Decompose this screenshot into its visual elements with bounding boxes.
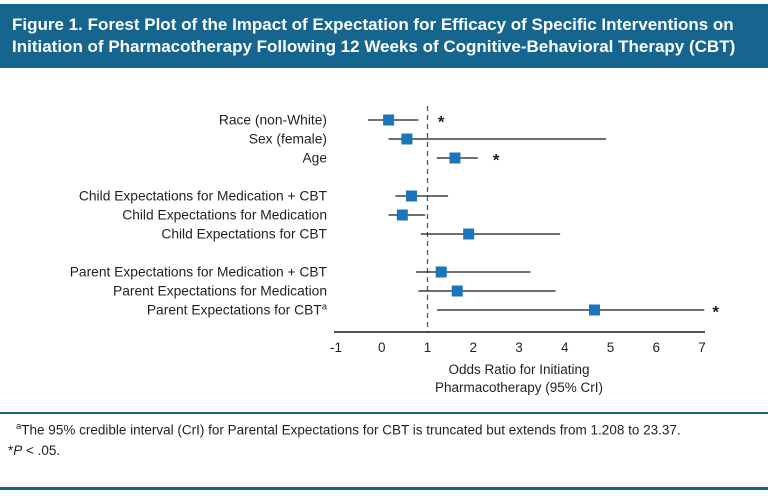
significance-asterisk: * — [438, 113, 445, 132]
x-tick-label: -1 — [330, 340, 342, 355]
footnote-significance: *P < .05. — [8, 441, 756, 460]
row-label: Age — [302, 151, 327, 166]
row-label: Race (non-White) — [219, 113, 327, 128]
x-tick-label: 5 — [607, 340, 615, 355]
estimate-marker — [435, 266, 447, 278]
x-axis-title-line1: Odds Ratio for Initiating — [448, 362, 589, 377]
row-label: Sex (female) — [249, 132, 327, 147]
footnote-a-superscript: a — [16, 421, 22, 432]
x-tick-label: 0 — [378, 340, 386, 355]
estimate-marker — [451, 285, 463, 297]
row-label: Parent Expectations for CBTa — [147, 302, 328, 318]
x-axis-title-line2: Pharmacotherapy (95% CrI) — [435, 380, 603, 395]
estimate-marker — [383, 114, 395, 126]
row-label: Child Expectations for Medication + CBT — [79, 189, 328, 204]
x-tick-label: 2 — [469, 340, 477, 355]
significance-threshold: < .05. — [22, 442, 61, 458]
footnotes: aThe 95% credible interval (CrI) for Par… — [8, 420, 756, 460]
figure-title: Figure 1. Forest Plot of the Impact of E… — [0, 4, 768, 68]
bottom-border — [0, 487, 768, 490]
significance-asterisk: * — [712, 303, 719, 322]
significance-p: P — [13, 442, 23, 458]
estimate-marker — [463, 228, 475, 240]
footnote-a: aThe 95% credible interval (CrI) for Par… — [8, 420, 756, 440]
estimate-marker — [588, 304, 600, 316]
forest-plot: -1 0 1 2 3 4 5 6 7 Odds Ratio for Initiating Pharm… — [70, 106, 719, 395]
footnote-divider — [0, 412, 768, 414]
row-label: Child Expectations for CBT — [161, 227, 327, 242]
estimate-marker — [401, 133, 413, 145]
x-tick-label: 4 — [561, 340, 569, 355]
footnote-a-text: The 95% credible interval (CrI) for Pare… — [21, 422, 681, 438]
estimate-marker — [396, 209, 408, 221]
forest-plot-container: -1 0 1 2 3 4 5 6 7 Odds Ratio for Initiating Pharm… — [0, 96, 768, 402]
x-tick-label: 1 — [424, 340, 432, 355]
x-tick-label: 3 — [515, 340, 523, 355]
row-label: Parent Expectations for Medication — [113, 284, 327, 299]
estimate-marker — [405, 190, 417, 202]
significance-star: * — [8, 442, 14, 458]
row-label: Child Expectations for Medication — [122, 208, 327, 223]
estimate-marker — [449, 152, 461, 164]
x-tick-label: 7 — [698, 340, 706, 355]
row-label: Parent Expectations for Medication + CBT — [70, 265, 328, 280]
significance-asterisk: * — [493, 151, 500, 170]
x-tick-label: 6 — [652, 340, 660, 355]
